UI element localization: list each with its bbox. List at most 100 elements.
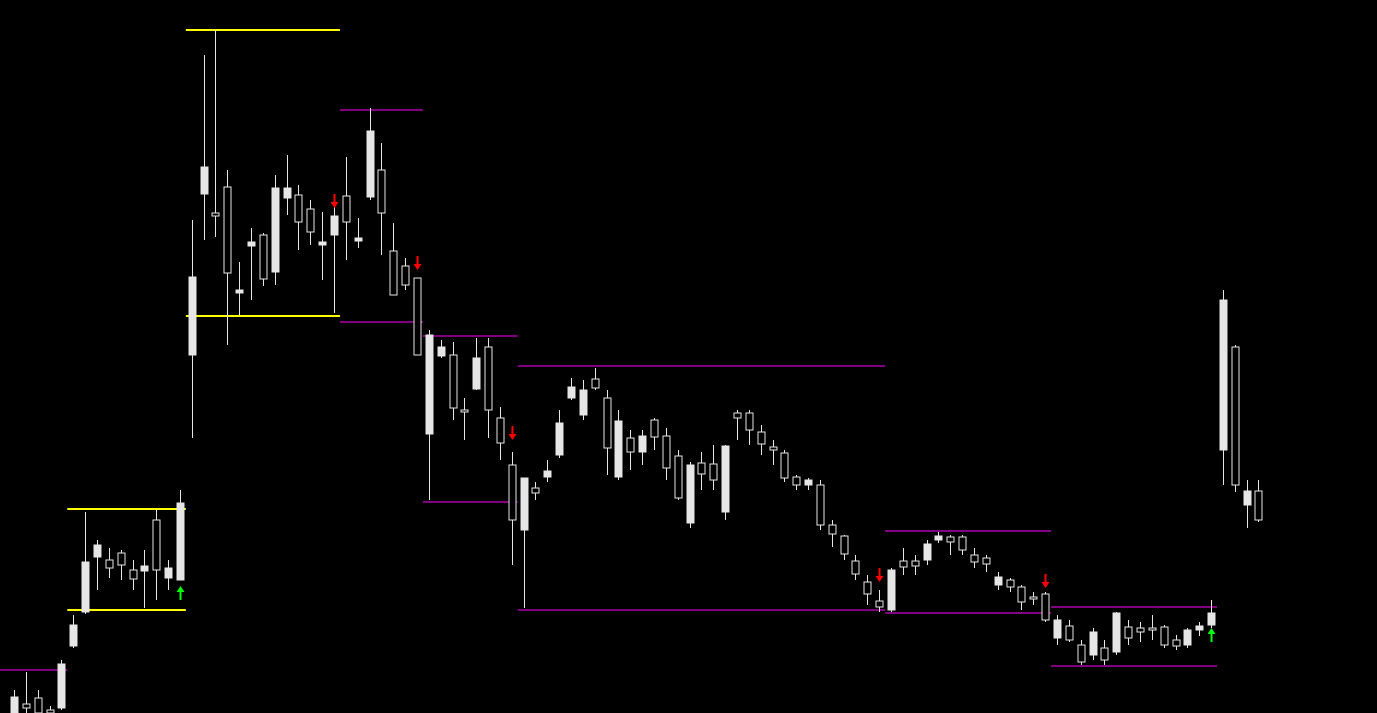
candle-body — [840, 535, 849, 555]
candle-body — [140, 565, 149, 572]
candle-body — [1160, 626, 1169, 646]
candle-body — [259, 234, 268, 280]
candle-body — [164, 567, 173, 579]
candle-body — [93, 544, 102, 558]
candle-body — [911, 560, 920, 567]
candle-body — [366, 130, 375, 198]
candle-body — [638, 435, 647, 453]
candle-body — [697, 462, 706, 475]
candle-body — [1172, 639, 1181, 647]
candle-body — [330, 215, 339, 236]
candle-body — [389, 250, 398, 296]
candle-body — [567, 386, 576, 399]
candle-body — [662, 435, 671, 469]
candle-body — [81, 561, 90, 613]
candle-body — [1065, 625, 1074, 641]
candle-body — [816, 484, 825, 526]
candle-body — [176, 502, 185, 581]
candle-body — [994, 576, 1003, 586]
candle-body — [1195, 625, 1204, 631]
down-arrow — [413, 256, 422, 270]
candle-body — [235, 289, 244, 294]
candle-body — [105, 559, 114, 569]
candle-body — [342, 195, 351, 223]
candle-body — [875, 600, 884, 608]
up-arrow — [176, 586, 185, 600]
candle-body — [769, 446, 778, 451]
candle-body — [887, 569, 896, 611]
down-arrow — [330, 194, 339, 208]
candle-body — [306, 208, 315, 233]
down-arrow — [1041, 574, 1050, 588]
candle-body — [354, 237, 363, 242]
candle-body — [437, 346, 446, 357]
candle-body — [1006, 579, 1015, 588]
candle-body — [200, 166, 209, 195]
candle-body — [425, 334, 434, 435]
candle-body — [520, 477, 529, 531]
candle-body — [22, 703, 31, 709]
candle-body — [863, 581, 872, 595]
candle-body — [211, 212, 220, 217]
candle-body — [555, 422, 564, 456]
candle-body — [413, 277, 422, 356]
candle-body — [970, 554, 979, 563]
down-arrow — [875, 568, 884, 582]
candle-body — [780, 452, 789, 479]
candle-body — [982, 557, 991, 565]
candle-body — [271, 187, 280, 273]
candle-body — [294, 194, 303, 223]
up-arrow — [1207, 628, 1216, 642]
candle-body — [34, 697, 43, 713]
candle-body — [934, 535, 943, 541]
candle-body — [283, 187, 292, 199]
candle-body — [804, 479, 813, 486]
candle-body — [958, 536, 967, 551]
candle-body — [851, 560, 860, 575]
candle-body — [152, 519, 161, 571]
candle-body — [946, 536, 955, 543]
candle-body — [69, 624, 78, 647]
candle-body — [543, 470, 552, 478]
candle-body — [1053, 619, 1062, 639]
candle-body — [1148, 627, 1157, 631]
candle-body — [57, 663, 66, 709]
candle-body — [614, 420, 623, 478]
candle-body — [1041, 593, 1050, 621]
candle-body — [377, 169, 386, 214]
candle-body — [188, 276, 197, 356]
candle-body — [247, 241, 256, 247]
candle-body — [757, 431, 766, 445]
candle-body — [1254, 490, 1263, 521]
candle-body — [129, 569, 138, 580]
candle-body — [745, 412, 754, 431]
candle-body — [709, 463, 718, 481]
candle-body — [484, 346, 493, 411]
candle-body — [721, 445, 730, 513]
candle-body — [923, 543, 932, 561]
candle-body — [591, 378, 600, 389]
candle-body — [1077, 644, 1086, 663]
candle-body — [46, 709, 55, 713]
candle-body — [828, 524, 837, 535]
candle-body — [401, 265, 410, 286]
candle-body — [223, 186, 232, 274]
candle-body — [10, 696, 19, 713]
candle-body — [472, 357, 481, 390]
candle-body — [1124, 626, 1133, 639]
candle-body — [1231, 346, 1240, 486]
candle-body — [318, 241, 327, 246]
candle-body — [1243, 490, 1252, 506]
down-arrow — [508, 426, 517, 440]
candle-body — [899, 560, 908, 568]
candle-body — [674, 455, 683, 499]
candle-body — [579, 389, 588, 416]
candle-body — [650, 419, 659, 438]
candle-body — [626, 437, 635, 453]
candle-body — [496, 417, 505, 444]
candle-body — [733, 412, 742, 419]
candle-body — [1089, 631, 1098, 656]
candle-body — [686, 464, 695, 524]
